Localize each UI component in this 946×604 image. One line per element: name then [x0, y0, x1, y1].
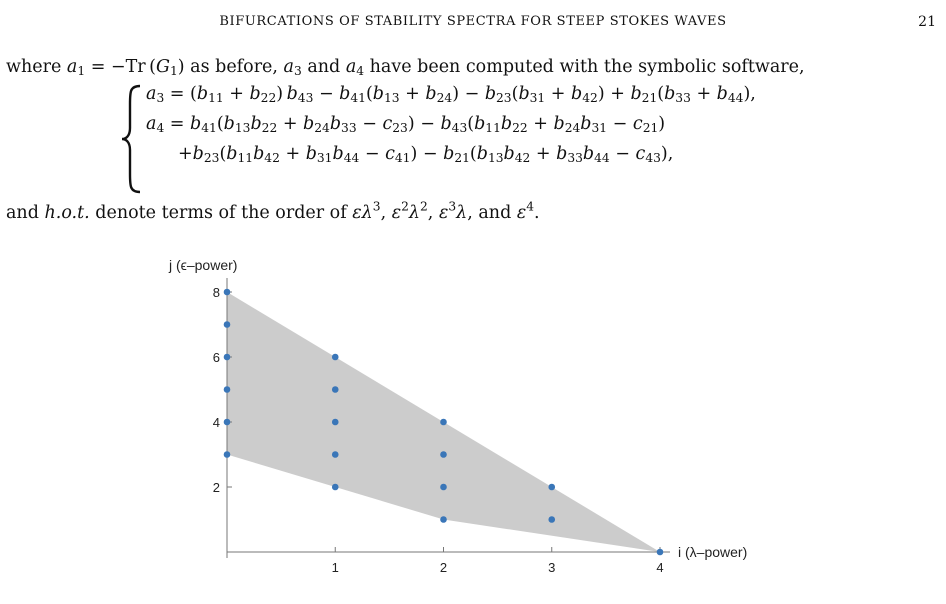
intro-text-3: as before,: [184, 57, 284, 77]
data-point: [331, 353, 339, 361]
data-point: [331, 386, 339, 393]
x-tick-label: 1: [332, 560, 339, 575]
equation-a3: a3 = (b11 + b22) b43 − b41(b13 + b24) − …: [146, 84, 756, 106]
data-point: [223, 288, 231, 296]
y-tick-label: 2: [213, 480, 220, 495]
x-axis-label: i (λ–power): [678, 544, 747, 560]
data-point: [548, 516, 556, 523]
y-axis-label: j (ϵ–power): [168, 257, 237, 273]
closing-text-4: , and: [467, 203, 517, 223]
data-point: [223, 321, 231, 328]
intro-text-2: = −Tr: [85, 57, 146, 77]
y-tick-label: 4: [213, 415, 220, 430]
equation-system: a3 = (b11 + b22) b43 − b41(b13 + b24) − …: [120, 84, 880, 214]
x-tick-label: 4: [656, 560, 663, 575]
data-point: [223, 451, 231, 458]
page-header: BIFURCATIONS OF STABILITY SPECTRA FOR ST…: [0, 14, 946, 38]
intro-paragraph: where a1 = −Tr (G1) as before, a3 and a4…: [6, 57, 805, 79]
data-point: [548, 483, 556, 491]
hot-abbrev: h.o.t.: [44, 203, 90, 223]
closing-text-1: and: [6, 203, 45, 223]
data-point: [440, 516, 447, 523]
left-brace-icon: [121, 84, 141, 194]
page-number: 21: [918, 14, 936, 30]
equation-a4-line2: +b23(b11b42 + b31b44 − c41) − b21(b13b42…: [178, 144, 674, 166]
intro-text-4: and: [301, 57, 346, 77]
y-tick-label: 6: [213, 350, 220, 365]
chart-points: [223, 288, 664, 556]
data-point: [223, 386, 231, 393]
equation-a4-line1: a4 = b41(b13b22 + b24b33 − c23) − b43(b1…: [146, 114, 666, 136]
data-point: [440, 451, 447, 458]
x-tick-label: 2: [440, 560, 447, 575]
chart-ticks: 1 2 3 4 2 4 6 8: [213, 285, 664, 575]
data-point: [440, 483, 447, 491]
data-point: [331, 418, 339, 426]
data-point: [331, 483, 339, 491]
intro-text-5: have been computed with the symbolic sof…: [364, 57, 805, 77]
closing-paragraph: and h.o.t. denote terms of the order of …: [6, 199, 540, 223]
y-tick-label: 8: [213, 285, 220, 300]
data-point: [331, 451, 339, 458]
data-point: [223, 353, 231, 361]
x-tick-label: 3: [548, 560, 555, 575]
data-point: [440, 418, 447, 426]
closing-text-3: denote terms of the order of: [89, 203, 353, 223]
running-title: BIFURCATIONS OF STABILITY SPECTRA FOR ST…: [219, 14, 727, 29]
newton-polygon-chart: 1 2 3 4 2 4 6 8 j (ϵ–power) i (λ–power): [168, 257, 747, 575]
data-point: [223, 418, 231, 426]
data-point: [656, 548, 664, 556]
intro-text-1: where: [6, 57, 67, 77]
